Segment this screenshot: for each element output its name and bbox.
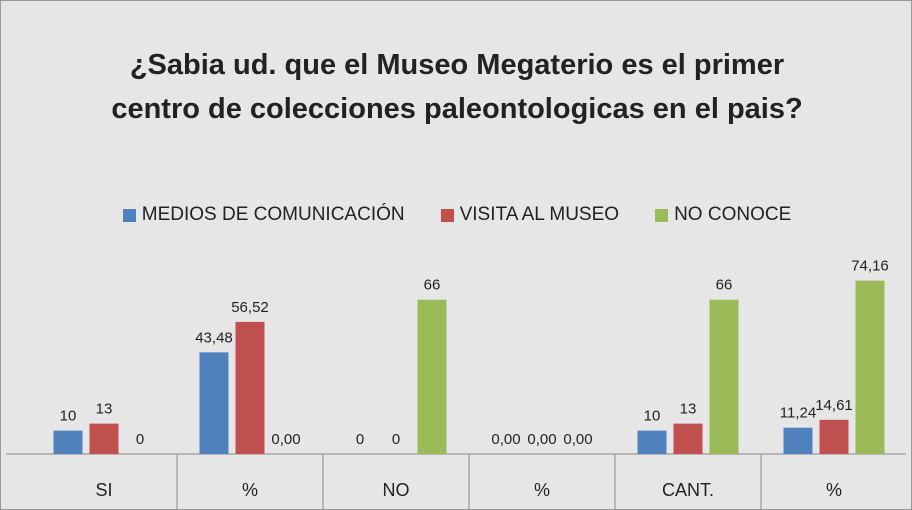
data-label: 11,24: [780, 405, 816, 422]
data-label: 0,00: [563, 431, 592, 448]
chart-title: ¿Sabia ud. que el Museo Megaterio es el …: [111, 49, 803, 125]
legend-item: MEDIOS DE COMUNICACIÓN: [122, 204, 405, 226]
legend-label: VISITA AL MUSEO: [459, 204, 620, 225]
x-tick-label: NO: [383, 480, 410, 500]
bar: [89, 423, 119, 454]
data-label: 56,52: [231, 299, 269, 316]
x-tick-label: CANT.: [662, 480, 714, 500]
x-tick-label: %: [534, 480, 550, 500]
x-tick-label: SI: [95, 480, 112, 500]
legend-item: NO CONOCE: [655, 204, 791, 226]
data-label: 0,00: [527, 431, 556, 448]
data-label: 13: [680, 401, 697, 418]
data-label: 10: [60, 408, 77, 425]
bar: [199, 352, 229, 454]
legend-label: MEDIOS DE COMUNICACIÓN: [141, 204, 405, 225]
bar: [673, 423, 703, 454]
data-label: 0: [136, 431, 144, 448]
bar: [637, 430, 667, 454]
bar: [709, 299, 739, 454]
data-label: 66: [716, 277, 733, 294]
data-label: 0,00: [491, 431, 520, 448]
legend-swatch: [655, 208, 669, 222]
x-tick-label: %: [826, 480, 842, 500]
data-label: 43,48: [195, 329, 233, 346]
data-label: 74,16: [851, 258, 889, 275]
data-label: 0: [392, 431, 400, 448]
legend-item: VISITA AL MUSEO: [440, 204, 620, 226]
bar: [855, 280, 885, 454]
data-label: 0,00: [271, 431, 300, 448]
data-label: 66: [424, 277, 441, 294]
legend: MEDIOS DE COMUNICACIÓN VISITA AL MUSEO NO …: [1, 204, 911, 226]
data-label: 14,61: [815, 397, 853, 414]
bar: [819, 419, 849, 454]
legend-swatch: [440, 208, 454, 222]
bar: [783, 427, 813, 454]
data-label: 0: [356, 431, 364, 448]
x-tick-label: %: [242, 480, 258, 500]
legend-swatch: [122, 208, 136, 222]
bar: [235, 321, 265, 454]
data-label: 13: [96, 401, 113, 418]
data-label: 10: [644, 408, 661, 425]
legend-label: NO CONOCE: [674, 204, 792, 225]
bar: [417, 299, 447, 454]
bar: [53, 430, 83, 454]
